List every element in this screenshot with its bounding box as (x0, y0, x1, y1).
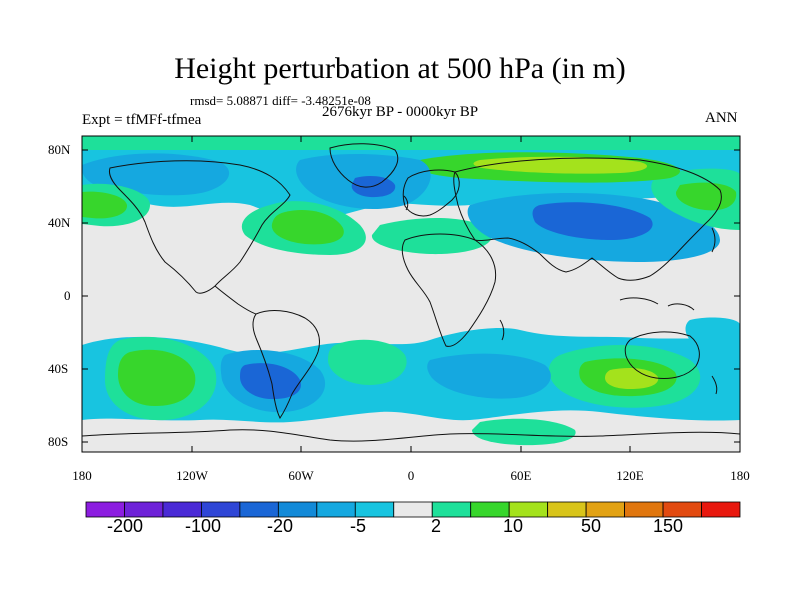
colorbar-swatch (316, 501, 356, 518)
field-se-pacific-pos-core (118, 349, 196, 406)
colorbar-swatch (162, 501, 202, 518)
experiment-label: Expt = tfMFf-tfmea (82, 112, 202, 128)
coast-japan (711, 227, 716, 253)
colorbar-label: -200 (106, 516, 144, 536)
colorbar-label: 10 (502, 516, 524, 536)
colorbar-label: 150 (652, 516, 684, 536)
colorbar-label: 50 (580, 516, 602, 536)
coast-europe (402, 169, 460, 217)
colorbar-swatch (662, 501, 702, 518)
field-antarctic-pos (472, 418, 576, 446)
coast-asia (453, 157, 722, 281)
lon-label-180w: 180 (72, 468, 92, 483)
colorbar-swatch (354, 501, 395, 518)
lat-label-80N: 80N (48, 142, 71, 157)
coast-new-zealand (711, 375, 718, 395)
lon-label-180e: 180 (730, 468, 750, 483)
lat-tick-marks (82, 149, 740, 443)
lat-label-40N: 40N (48, 215, 71, 230)
lon-label-120e: 120E (616, 468, 644, 483)
colorbar-label: -5 (349, 516, 367, 536)
field-europe-pos (371, 218, 492, 255)
coast-north-america (109, 160, 291, 294)
coast-australia (624, 331, 700, 379)
colorbar-swatch (239, 501, 279, 518)
field-pacific-pos-core (675, 182, 737, 211)
coast-central-america (214, 285, 257, 315)
chart-title: Height perturbation at 500 hPa (in m) (174, 52, 626, 85)
field-indian-pos-peak (605, 368, 659, 389)
colorbar-swatch (701, 501, 741, 518)
lon-label-60w: 60W (288, 468, 314, 483)
coast-madagascar (499, 319, 505, 341)
lon-label-0: 0 (407, 468, 415, 483)
field-atlantic-pos-core (271, 209, 344, 245)
colorbar-label: 2 (430, 516, 442, 536)
lon-tick-marks (81, 136, 741, 452)
field-aus-neg (685, 317, 740, 356)
colorbar-swatch (585, 501, 625, 518)
lat-label-40S: 40S (48, 361, 69, 376)
coast-greenland (329, 143, 399, 188)
colorbar-swatch (508, 501, 549, 518)
field-s-atlantic-pos (328, 339, 407, 385)
coast-uk (403, 195, 409, 211)
colorbar-swatch (201, 501, 241, 518)
lat-label-80S: 80S (48, 434, 69, 449)
field-westpac-neg (82, 153, 230, 196)
stats-line: rmsd= 5.08871 diff= -3.48251e-08 (190, 93, 371, 108)
coastlines (82, 143, 740, 442)
field-s-america-neg-core (240, 363, 301, 400)
field-north-pos-band (82, 136, 740, 150)
lon-label-120w: 120W (176, 468, 208, 483)
coast-antarctica (82, 429, 740, 442)
colorbar-swatch (393, 501, 433, 518)
lat-label-0: 0 (64, 288, 71, 303)
map-panel (82, 136, 740, 452)
colorbar (85, 501, 741, 518)
colorbar-swatch (470, 501, 510, 518)
field-asia-neg-core (532, 202, 653, 240)
colorbar-swatch (431, 501, 472, 518)
period-label: 2676kyr BP - 0000kyr BP (322, 104, 479, 120)
lon-label-60e: 60E (510, 468, 532, 483)
colorbar-swatch (277, 501, 318, 518)
colorbar-swatch (85, 501, 125, 518)
coast-south-america (252, 310, 320, 419)
colorbar-label: -100 (184, 516, 222, 536)
colorbar-swatch (547, 501, 587, 518)
colorbar-swatch (124, 501, 164, 518)
coast-indonesia (619, 297, 695, 311)
field-s-indian-neg (427, 353, 551, 399)
colorbar-label: -20 (266, 516, 294, 536)
colorbar-swatch (624, 501, 664, 518)
field-n-central-pos-core (82, 191, 128, 219)
season-label: ANN (705, 110, 738, 126)
